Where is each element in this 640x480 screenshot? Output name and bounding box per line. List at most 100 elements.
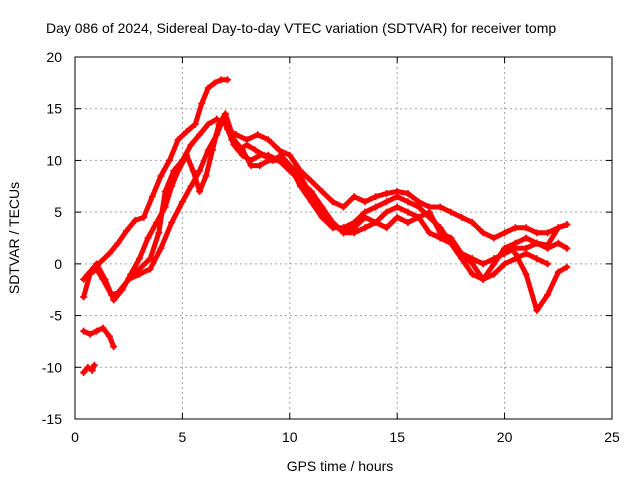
data-point [239, 146, 247, 154]
data-point [490, 255, 498, 263]
data-point [329, 198, 337, 206]
data-point [140, 213, 148, 221]
data-point [340, 229, 347, 237]
data-point [447, 234, 455, 242]
data-point [189, 167, 197, 175]
series-line-day-4 [94, 111, 570, 303]
data-point [554, 268, 562, 276]
data-point [101, 275, 109, 283]
data-point [153, 218, 161, 226]
data-point [393, 193, 401, 201]
data-point [501, 260, 509, 268]
x-tick-label: 25 [604, 429, 620, 445]
chart-title: Day 086 of 2024, Sidereal Day-to-day VTE… [46, 20, 556, 36]
data-point [447, 208, 455, 216]
data-point [533, 239, 541, 247]
data-point [131, 216, 139, 224]
data-point [146, 255, 154, 263]
data-point [511, 224, 519, 232]
data-point [307, 187, 315, 195]
x-tick-label: 0 [71, 429, 79, 445]
data-point [522, 250, 530, 258]
data-point [275, 146, 283, 154]
data-point [393, 213, 401, 221]
data-point [168, 182, 176, 190]
data-point [468, 260, 476, 268]
data-point [533, 306, 541, 314]
data-point [183, 151, 191, 159]
data-point [490, 270, 498, 278]
y-tick-label: -10 [42, 359, 62, 375]
data-point [350, 229, 358, 237]
data-point [243, 141, 251, 149]
x-tick-label: 15 [389, 429, 405, 445]
data-point [297, 177, 305, 185]
data-point [183, 127, 191, 135]
data-point [80, 368, 88, 376]
data-point [522, 224, 530, 232]
data-point [114, 239, 122, 247]
y-tick-label: 15 [46, 101, 62, 117]
data-point [490, 234, 498, 242]
data-point [372, 193, 380, 201]
data-point [202, 172, 210, 180]
data-point [544, 229, 552, 237]
data-point [247, 162, 255, 170]
data-point [92, 260, 100, 268]
series-day-7 [80, 324, 118, 351]
data-point [468, 218, 476, 226]
data-point [372, 218, 380, 226]
data-point [86, 330, 94, 338]
data-point [501, 229, 509, 237]
y-tick-label: 20 [46, 49, 62, 65]
y-tick-label: 5 [54, 204, 62, 220]
data-point [318, 187, 326, 195]
y-tick-label: 0 [54, 256, 62, 272]
data-point [198, 100, 206, 108]
data-point [479, 275, 487, 283]
data-point [404, 208, 412, 216]
data-point [80, 327, 88, 335]
data-point [110, 296, 118, 304]
data-point [144, 234, 152, 242]
data-point [251, 146, 259, 154]
x-axis-title: GPS time / hours [287, 458, 394, 474]
data-point [544, 241, 552, 249]
data-point [554, 224, 562, 232]
data-point [479, 260, 487, 268]
data-point [90, 361, 98, 369]
data-point [404, 198, 412, 206]
series-line-day-1 [81, 77, 230, 282]
x-tick-label: 20 [497, 429, 513, 445]
data-point [382, 208, 390, 216]
data-point [533, 229, 541, 237]
data-point [155, 229, 163, 237]
data-point [204, 120, 212, 128]
data-point [425, 208, 433, 216]
data-point [436, 229, 444, 237]
data-point [436, 203, 444, 211]
series-day-5 [125, 110, 552, 283]
x-tick-label: 5 [179, 429, 187, 445]
data-point [458, 213, 466, 221]
data-point [404, 218, 412, 226]
data-point [166, 156, 174, 164]
data-point [286, 167, 294, 175]
data-point [275, 156, 283, 164]
data-point [213, 131, 221, 139]
data-point [404, 190, 412, 198]
data-point [544, 291, 552, 299]
data-point [361, 198, 369, 206]
series-day-8 [80, 361, 98, 376]
data-point [196, 167, 204, 175]
data-point [254, 131, 262, 139]
data-point [211, 79, 219, 87]
grid-lines [75, 57, 612, 419]
data-point [468, 270, 476, 278]
data-point [511, 250, 519, 258]
data-point [264, 136, 272, 144]
data-point [86, 270, 94, 278]
data-point [196, 187, 204, 195]
data-point [135, 270, 143, 278]
